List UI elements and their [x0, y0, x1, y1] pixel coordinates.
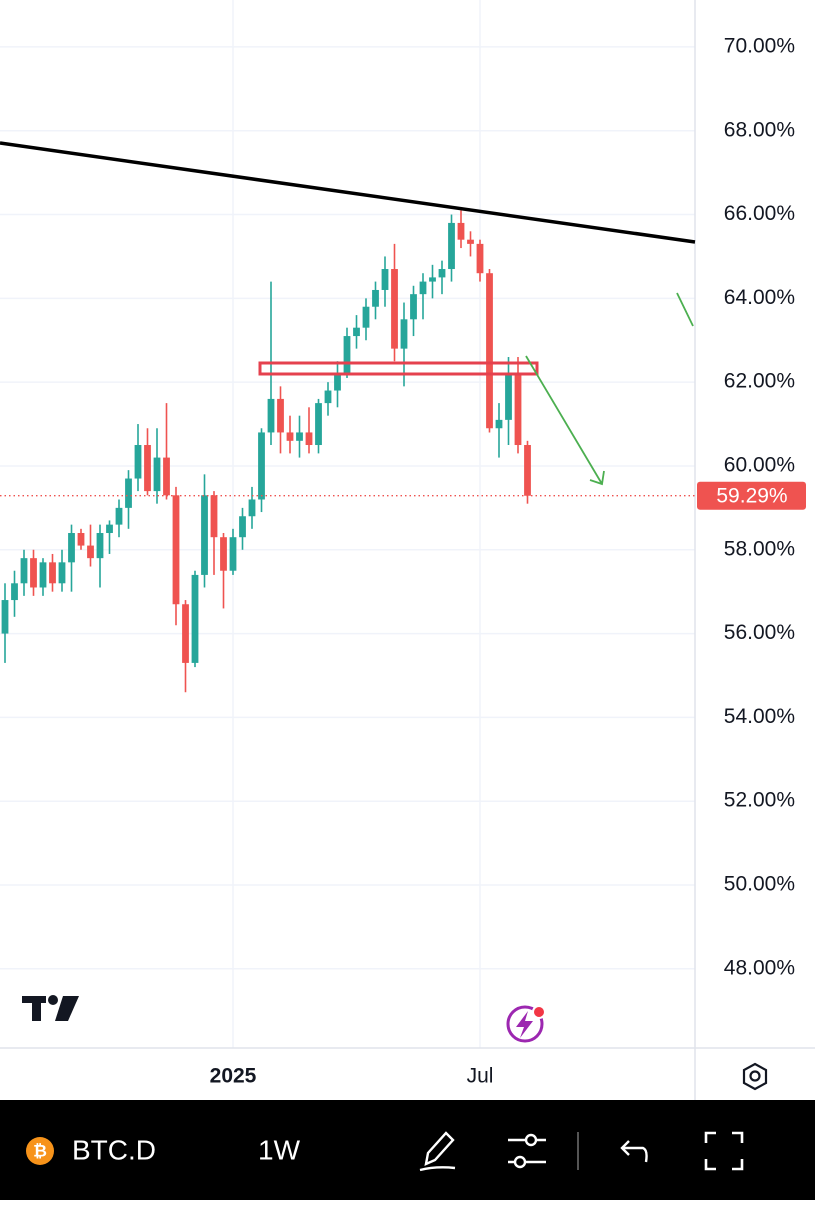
btc-icon: [26, 1137, 54, 1165]
candle-body: [87, 545, 94, 559]
candle-body: [239, 516, 246, 538]
y-tick-label: 56.00%: [724, 621, 795, 644]
candle-body: [96, 533, 104, 559]
candle-body: [381, 269, 389, 290]
candle-body: [277, 398, 284, 433]
candle-body: [372, 289, 379, 307]
candle-body: [182, 604, 189, 663]
candle-body: [153, 457, 161, 492]
candle-body: [362, 306, 370, 328]
candles: [1, 210, 531, 693]
y-tick-label: 66.00%: [724, 202, 795, 225]
candle-body: [248, 499, 256, 517]
logo: [22, 995, 79, 1021]
candle-body: [343, 336, 351, 374]
y-tick-label: 54.00%: [724, 705, 795, 728]
candle-body: [144, 445, 151, 492]
y-tick-label: 68.00%: [724, 118, 795, 141]
candle-body: [115, 507, 123, 525]
x-tick-label: Jul: [467, 1065, 494, 1088]
candle-body: [296, 432, 303, 441]
candle-body: [486, 273, 493, 429]
trend-line: [0, 141, 696, 244]
arrow-head: [589, 470, 605, 486]
candle-body: [353, 327, 360, 337]
interval[interactable]: 1W: [258, 1134, 301, 1165]
candle-body: [49, 562, 56, 584]
arrow: [676, 292, 694, 327]
candle-body: [400, 319, 408, 349]
settings-icon[interactable]: [742, 1062, 768, 1091]
candle-body: [201, 495, 208, 575]
candle-body: [134, 445, 142, 479]
candle-body: [315, 403, 322, 446]
candle-body: [467, 239, 474, 244]
y-tick-label: 48.00%: [724, 956, 795, 979]
candle-body: [305, 432, 313, 446]
candle-body: [286, 432, 294, 441]
candle-body: [191, 574, 199, 663]
grid: [0, 0, 695, 1048]
y-tick-label: 50.00%: [724, 873, 795, 896]
candle-body: [20, 558, 28, 584]
candle-body: [220, 537, 227, 571]
candle-body: [457, 222, 465, 240]
candle-body: [448, 222, 455, 270]
candle-body: [419, 281, 427, 295]
candle-body: [505, 373, 512, 420]
candle-body: [524, 445, 531, 496]
candle-body: [476, 243, 484, 274]
drawings: [0, 141, 696, 486]
lightning-icon[interactable]: [506, 1005, 546, 1043]
candle-body: [58, 562, 66, 584]
toolbar: [0, 1100, 815, 1200]
symbol[interactable]: BTC.D: [72, 1134, 156, 1165]
last-price-badge: [697, 481, 806, 510]
y-tick-label: 62.00%: [724, 370, 795, 393]
candle-body: [39, 562, 47, 588]
candle-body: [324, 390, 332, 404]
candle-body: [210, 495, 218, 538]
undo-icon[interactable]: [620, 1140, 648, 1163]
candle-body: [429, 277, 436, 282]
candle-body: [514, 373, 522, 446]
candle-body: [125, 478, 132, 508]
candle-body: [1, 600, 9, 634]
draw-icon[interactable]: [419, 1131, 456, 1172]
candle-body: [334, 373, 341, 391]
candle-body: [11, 583, 18, 601]
candle-body: [30, 558, 37, 588]
y-tick-label: 58.00%: [724, 537, 795, 560]
axis: 48.00% 50.00% 52.00% 54.00% 56.00% 58.00% 60.0…: [0, 34, 806, 1088]
arrow: [525, 355, 603, 485]
candle-body: [229, 537, 237, 571]
candle-body: [495, 419, 503, 429]
candle-body: [258, 432, 265, 500]
fullscreen-icon[interactable]: [704, 1131, 744, 1171]
candle-body: [410, 294, 417, 320]
y-tick-label: 70.00%: [724, 34, 795, 57]
resistance-zone: [258, 361, 539, 376]
btc-glyph: ₿: [33, 1141, 47, 1160]
candle-body: [68, 533, 75, 563]
candle-body: [163, 457, 170, 496]
y-tick-label: 60.00%: [724, 454, 795, 477]
y-tick-label: 64.00%: [724, 286, 795, 309]
candle-body: [106, 524, 113, 534]
candle-body: [172, 495, 180, 605]
last-price-label: 59.29%: [716, 484, 787, 507]
y-tick-label: 52.00%: [724, 789, 795, 812]
candle-body: [77, 533, 85, 546]
candle-body: [267, 398, 275, 433]
candle-body: [391, 269, 398, 349]
x-tick-label: 2025: [210, 1065, 257, 1088]
indicators-icon[interactable]: [508, 1133, 546, 1169]
candle-body: [438, 269, 446, 278]
